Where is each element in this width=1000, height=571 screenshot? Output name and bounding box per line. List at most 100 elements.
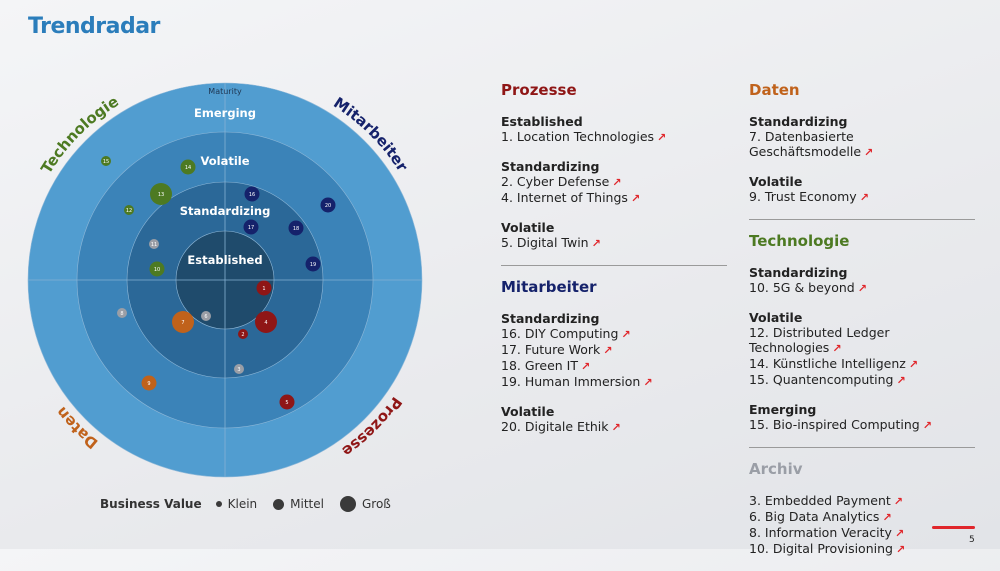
trend-group: Volatile 5. Digital Twin ↗	[501, 220, 727, 251]
trend-dot[interactable]	[288, 220, 304, 236]
arrow-up-right-icon[interactable]: ↗	[859, 191, 869, 204]
trend-link[interactable]: 18. Green IT ↗	[501, 358, 727, 374]
page-title: Trendradar	[28, 14, 160, 39]
trend-dot[interactable]	[150, 183, 172, 205]
divider	[749, 447, 975, 448]
trend-link[interactable]: 5. Digital Twin ↗	[501, 235, 727, 251]
trend-dot[interactable]	[124, 205, 134, 215]
ring-label: Standardizing	[180, 204, 271, 218]
trend-label: 9. Trust Economy	[749, 189, 857, 204]
trend-label: 10. 5G & beyond	[749, 280, 855, 295]
trend-link[interactable]: 20. Digitale Ethik ↗	[501, 419, 727, 435]
list-prozesse: Prozesse Established 1. Location Technolog…	[501, 83, 727, 251]
trend-dot[interactable]	[117, 308, 127, 318]
trend-dot[interactable]	[238, 329, 248, 339]
arrow-up-right-icon[interactable]: ↗	[603, 344, 613, 357]
trend-link[interactable]: 15. Bio-inspired Computing ↗	[749, 417, 975, 433]
arrow-up-right-icon[interactable]: ↗	[882, 511, 892, 524]
trend-dot-label: 12	[126, 208, 132, 214]
trend-link[interactable]: 10. Digital Provisioning ↗	[749, 541, 975, 557]
arrow-up-right-icon[interactable]: ↗	[857, 282, 867, 295]
arrow-up-right-icon[interactable]: ↗	[922, 419, 932, 432]
trend-dot[interactable]	[172, 311, 194, 333]
category-title: Daten	[749, 81, 800, 99]
trend-link[interactable]: 19. Human Immersion ↗	[501, 374, 727, 390]
category-title: Mitarbeiter	[501, 278, 597, 296]
trend-dot[interactable]	[305, 256, 321, 272]
trend-group: Emerging 15. Bio-inspired Computing ↗	[749, 402, 975, 433]
arrow-up-right-icon[interactable]: ↗	[581, 360, 591, 373]
maturity-heading: Standardizing	[749, 265, 848, 280]
arrow-up-right-icon[interactable]: ↗	[591, 237, 601, 250]
trend-link[interactable]: 16. DIY Computing ↗	[501, 326, 727, 342]
trend-link[interactable]: 4. Internet of Things ↗	[501, 190, 727, 206]
trend-group: Established 1. Location Technologies ↗	[501, 114, 727, 145]
trend-label: 7. Datenbasierte Geschäftsmodelle	[749, 129, 862, 159]
trend-link[interactable]: 14. Künstliche Intelligenz ↗	[749, 356, 975, 372]
trend-dot[interactable]	[180, 159, 196, 175]
arrow-up-right-icon[interactable]: ↗	[864, 146, 874, 159]
trend-dot[interactable]	[149, 261, 165, 277]
arrow-up-right-icon[interactable]: ↗	[893, 495, 904, 508]
arrow-up-right-icon[interactable]: ↗	[611, 421, 621, 434]
arrow-up-right-icon[interactable]: ↗	[832, 342, 842, 355]
arrow-up-right-icon[interactable]: ↗	[894, 527, 905, 540]
trend-dot[interactable]	[101, 156, 111, 166]
trend-link[interactable]: 17. Future Work ↗	[501, 342, 727, 358]
arrow-up-right-icon[interactable]: ↗	[908, 358, 919, 371]
trend-label: 17. Future Work	[501, 342, 601, 357]
trend-label: 15. Quantencomputing	[749, 372, 894, 387]
trend-link[interactable]: 2. Cyber Defense ↗	[501, 174, 727, 190]
trend-dot-label: 3	[237, 367, 240, 373]
legend-label: Business Value	[100, 497, 202, 511]
trend-dot[interactable]	[234, 364, 244, 374]
ring-label: Emerging	[194, 106, 256, 120]
arrow-up-right-icon[interactable]: ↗	[657, 131, 667, 144]
trend-dot-label: 7	[181, 320, 184, 326]
trend-dot[interactable]	[279, 394, 295, 410]
trend-link[interactable]: 8. Information Veracity ↗	[749, 525, 975, 541]
trend-dot-label: 20	[325, 203, 331, 209]
arrow-up-right-icon[interactable]: ↗	[896, 374, 906, 387]
trend-label: 8. Information Veracity	[749, 525, 892, 540]
list-column-left: Prozesse Established 1. Location Technolog…	[501, 80, 727, 449]
trend-group: Standardizing 2. Cyber Defense ↗ 4. Interne…	[501, 159, 727, 206]
trend-dot[interactable]	[320, 197, 336, 213]
trend-link[interactable]: 15. Quantencomputing ↗	[749, 372, 975, 388]
maturity-heading: Standardizing	[749, 114, 848, 129]
maturity-heading: Established	[501, 114, 583, 129]
trend-dot[interactable]	[243, 219, 259, 235]
trend-link[interactable]: 6. Big Data Analytics ↗	[749, 509, 975, 525]
arrow-up-right-icon[interactable]: ↗	[621, 328, 631, 341]
legend-dot-medium	[273, 498, 285, 510]
trend-link[interactable]: 9. Trust Economy ↗	[749, 189, 975, 205]
trend-dot[interactable]	[141, 375, 157, 391]
arrow-up-right-icon[interactable]: ↗	[895, 543, 906, 556]
trend-dot[interactable]	[201, 311, 211, 321]
legend-item: Mittel	[290, 497, 324, 511]
trend-dot-label: 15	[103, 159, 109, 165]
maturity-heading: Emerging	[749, 402, 817, 417]
trend-link[interactable]: 12. Distributed Ledger Technologies ↗	[749, 325, 975, 356]
trend-link[interactable]: 10. 5G & beyond ↗	[749, 280, 975, 296]
trend-dot-label: 16	[249, 192, 255, 198]
trend-dot[interactable]	[149, 239, 159, 249]
trend-dot-label: 8	[120, 311, 123, 317]
arrow-up-right-icon[interactable]: ↗	[612, 176, 622, 189]
trend-dot-label: 19	[310, 262, 316, 268]
trend-link[interactable]: 1. Location Technologies ↗	[501, 129, 727, 145]
trend-dot[interactable]	[256, 280, 272, 296]
arrow-up-right-icon[interactable]: ↗	[643, 376, 653, 389]
trend-group: Standardizing 10. 5G & beyond ↗	[749, 265, 975, 296]
arrow-up-right-icon[interactable]: ↗	[630, 192, 641, 205]
legend-item: Klein	[227, 497, 258, 511]
trend-dot-label: 17	[248, 225, 254, 231]
trend-label: 6. Big Data Analytics	[749, 509, 880, 524]
legend: Business Value Klein Mittel Groß	[100, 496, 391, 512]
trend-link[interactable]: 7. Datenbasierte Geschäftsmodelle ↗	[749, 129, 975, 160]
trend-group: Volatile 20. Digitale Ethik ↗	[501, 404, 727, 435]
trend-link[interactable]: 3. Embedded Payment ↗	[749, 493, 975, 509]
trend-dot[interactable]	[255, 311, 277, 333]
trend-label: 15. Bio-inspired Computing	[749, 417, 920, 432]
trend-dot[interactable]	[244, 186, 260, 202]
